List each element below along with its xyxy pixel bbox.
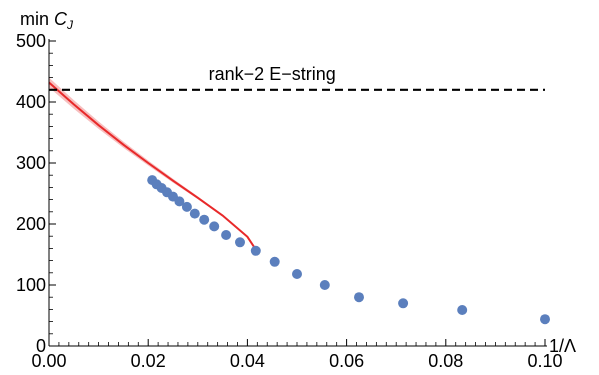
data-point — [269, 256, 280, 267]
y-axis-title-symbol: C — [54, 9, 68, 29]
y-axis-title-main: min — [20, 9, 54, 29]
y-tick-label: 300 — [16, 153, 46, 173]
x-tick-label: 0.04 — [230, 351, 265, 371]
ticks-layer: 0.00 0.02 0.04 0.06 0.08 0.10 0 100 200 300 400 500 — [16, 31, 563, 371]
y-axis-title-subscript: J — [66, 18, 74, 32]
y-tick-label: 0 — [36, 336, 46, 356]
fit-curve-layer — [48, 77, 257, 251]
data-point — [292, 269, 302, 279]
y-axis-title: min CJ — [20, 9, 74, 32]
data-point — [174, 196, 185, 207]
x-tick-label: 0.02 — [131, 351, 166, 371]
x-axis-title: 1/Λ — [549, 336, 576, 356]
fit-confidence-band — [49, 77, 256, 250]
data-point — [398, 298, 409, 309]
y-tick-label: 500 — [16, 31, 46, 51]
data-point — [540, 314, 550, 325]
data-point — [189, 208, 200, 219]
data-point — [250, 245, 261, 256]
x-tick-label: 0.06 — [329, 351, 364, 371]
data-point — [209, 221, 220, 232]
x-tick-label: 0.00 — [31, 351, 66, 371]
data-point — [457, 305, 468, 315]
y-tick-label: 400 — [16, 92, 46, 112]
data-point — [181, 201, 192, 212]
data-points-layer — [147, 175, 550, 325]
reference-line-label: rank−2 E−string — [209, 64, 336, 84]
y-tick-label: 200 — [16, 214, 46, 234]
x-tick-label: 0.08 — [428, 351, 463, 371]
y-tick-label: 100 — [16, 275, 46, 295]
data-point — [319, 280, 330, 290]
data-point — [221, 230, 232, 240]
data-point — [235, 237, 245, 248]
fit-curve — [48, 81, 257, 251]
x-tick-label: 0.10 — [527, 351, 562, 371]
data-point — [354, 292, 364, 303]
data-point — [199, 214, 210, 225]
